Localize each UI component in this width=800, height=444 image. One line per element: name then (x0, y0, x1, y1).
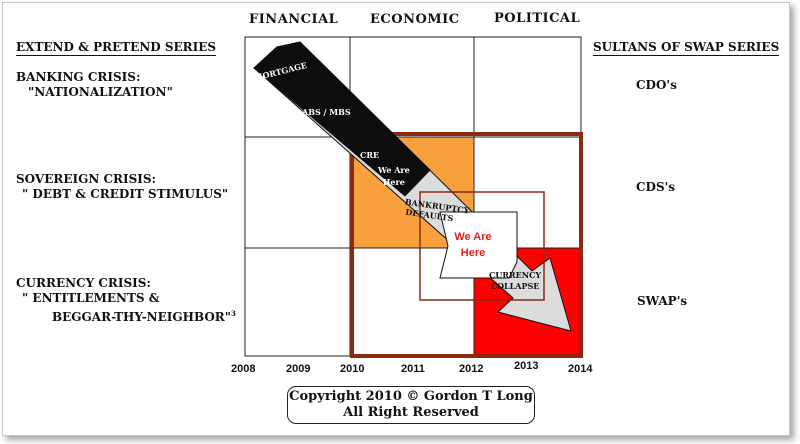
currency-collapse-label: CURRENCY COLLAPSE (489, 270, 542, 291)
year-2014: 2014 (568, 363, 593, 375)
column-header-economic: ECONOMIC (370, 12, 460, 27)
we-are-here-box (439, 211, 518, 279)
right-label-swap: SWAP's (637, 294, 688, 308)
column-header-political: POLITICAL (494, 11, 581, 26)
outer-brown-frame (350, 132, 583, 358)
main-arrow-dark-section (253, 41, 431, 197)
year-2011: 2011 (401, 363, 425, 375)
right-series-title: SULTANS OF SWAP SERIES (593, 40, 780, 56)
year-2008: 2008 (231, 363, 256, 375)
year-2012: 2012 (459, 363, 484, 375)
we-are-here-red-label: We Are Here (454, 231, 492, 259)
inner-brown-frame (419, 191, 545, 301)
copyright-box: Copyright 2010 © Gordon T Long All Right… (287, 386, 535, 424)
column-header-financial: FINANCIAL (249, 12, 339, 27)
banking-crisis-label: BANKING CRISIS: "NATIONALIZATION" (16, 70, 173, 99)
we-are-here-dark-label: We Are Here (378, 165, 410, 187)
abs-mbs-label: ABS / MBS (302, 107, 351, 117)
right-label-cdo: CDO's (636, 78, 677, 92)
currency-crisis-label: CURRENCY CRISIS: " ENTITLEMENTS & BEGGAR… (16, 276, 236, 324)
cre-label: CRE (360, 150, 380, 160)
right-label-cds: CDS's (636, 180, 676, 194)
left-series-title: EXTEND & PRETEND SERIES (16, 40, 217, 56)
year-2013: 2013 (514, 360, 539, 372)
year-2009: 2009 (286, 363, 311, 375)
sovereign-crisis-label: SOVEREIGN CRISIS: " DEBT & CREDIT STIMUL… (16, 172, 229, 201)
year-2010: 2010 (340, 363, 365, 375)
